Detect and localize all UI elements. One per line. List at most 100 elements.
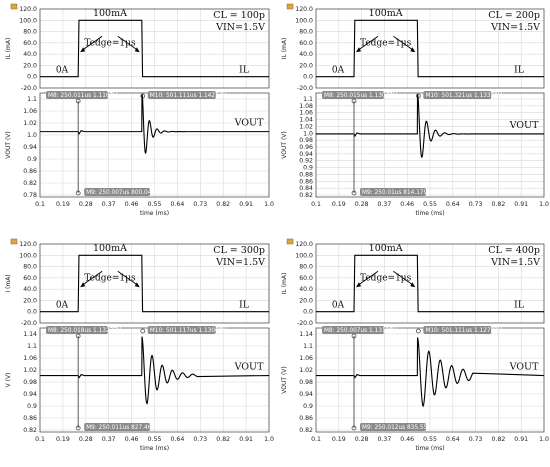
bottom-y-tick-label: 0.84 <box>299 185 313 192</box>
il-trace-label: IL <box>514 65 525 76</box>
bottom-y-tick-label: 1.02 <box>23 367 37 374</box>
top-y-axis-label: IL (mA) <box>281 38 288 60</box>
x-axis-label: time (ms) <box>140 210 169 217</box>
x-tick-label: 0.73 <box>469 436 483 443</box>
top-y-tick-label: 20.0 <box>299 62 313 69</box>
vout-trace-label: VOUT <box>234 362 264 373</box>
bottom-y-axis-label: VOUT (V) <box>281 131 288 158</box>
x-tick-label: 0.1 <box>35 201 45 208</box>
x-tick-label: 0.82 <box>492 201 506 208</box>
bottom-y-tick-label: 0.98 <box>299 379 313 386</box>
bottom-y-tick-label: 0.98 <box>299 137 313 144</box>
top-y-tick-label: 120.0 <box>295 241 313 248</box>
vout-trace <box>316 337 545 408</box>
top-plot-frame <box>39 8 270 89</box>
bottom-y-tick-label: 0.86 <box>23 415 37 422</box>
marker-m10-point <box>140 328 146 334</box>
marker-m8-point <box>75 98 81 104</box>
il-trace-label: IL <box>239 300 250 311</box>
vin-label: VIN=1.5V <box>490 22 540 33</box>
top-y-tick-label: -20.0 <box>297 320 313 327</box>
top-plot-frame <box>315 8 545 89</box>
marker-m8-badge <box>46 326 108 334</box>
chart-panel-2: 0.1 0.19 0.28 0.37 0.46 0.55 0.64 0.73 0.82 0.91 1… <box>281 3 549 217</box>
x-tick-label: 0.37 <box>102 201 116 208</box>
vin-label: VIN=1.5V <box>490 257 540 268</box>
x-tick-label: 0.91 <box>514 436 528 443</box>
chart-panel-1: 0.1 0.19 0.28 0.37 0.46 0.55 0.64 0.73 0.82 0.91 1… <box>5 3 274 217</box>
bottom-y-tick-label: 1.0 <box>27 132 37 139</box>
top-y-tick-label: 0.0 <box>27 309 37 316</box>
x-tick-label: 0.55 <box>148 201 162 208</box>
x-tick-label: 0.82 <box>492 436 506 443</box>
bottom-y-tick-label: 1.02 <box>23 120 37 127</box>
marker-m8-point <box>351 333 357 339</box>
x-tick-label: 0.64 <box>171 201 185 208</box>
top-plot-frame <box>39 243 270 324</box>
x-tick-label: 0.19 <box>56 201 70 208</box>
x-tick-label: 0.19 <box>56 436 70 443</box>
x-tick-label: 0.55 <box>148 436 162 443</box>
edge-arrow-fall <box>117 270 139 286</box>
edge-arrow-fall <box>117 35 139 51</box>
x-tick-label: 0.37 <box>378 201 392 208</box>
bottom-y-tick-label: 0.86 <box>23 168 37 175</box>
marker-m10-label: M10: 501.117us 1.13068V <box>150 328 227 334</box>
bottom-y-tick-label: 0.92 <box>299 158 313 165</box>
pulse-low-label: 0A <box>56 301 69 311</box>
top-y-axis-label: IL (mA) <box>5 38 12 60</box>
x-tick-label: 0.46 <box>125 201 139 208</box>
x-tick-label: 0.91 <box>514 201 528 208</box>
bottom-y-tick-label: 1.02 <box>299 367 313 374</box>
x-axis-label: time (ms) <box>415 445 444 452</box>
top-y-tick-label: 60.0 <box>23 40 37 47</box>
edge-arrowhead-rise <box>80 47 86 53</box>
tedge-label: Tedge=1µs <box>360 273 412 283</box>
bottom-y-tick-label: 1.0 <box>303 130 313 137</box>
x-tick-label: 0.55 <box>423 201 437 208</box>
x-tick-label: 0.28 <box>355 201 369 208</box>
x-tick-label: 0.1 <box>311 436 321 443</box>
marker-m10-badge <box>147 91 216 99</box>
tedge-label: Tedge=1µs <box>84 273 136 283</box>
marker-m9-badge <box>84 188 151 196</box>
x-tick-label: 0.91 <box>239 436 253 443</box>
cl-label: CL = 200p <box>488 10 540 21</box>
bottom-y-tick-label: 1.1 <box>27 96 37 103</box>
x-tick-label: 0.73 <box>469 201 483 208</box>
marker-m8-label: M8: 250.018us 1.13277V <box>48 328 121 334</box>
x-tick-label: 0.64 <box>446 436 460 443</box>
top-y-tick-label: 80.0 <box>23 264 37 271</box>
top-y-tick-label: 40.0 <box>23 286 37 293</box>
bottom-y-tick-label: 0.86 <box>299 178 313 185</box>
marker-m9-label: M9: 250.011us 827.461mV <box>86 425 165 431</box>
bottom-y-tick-label: 0.82 <box>23 180 37 187</box>
top-y-tick-label: 100.0 <box>295 252 313 259</box>
x-tick-label: 0.73 <box>193 436 207 443</box>
il-trace-label: IL <box>514 300 525 311</box>
top-y-tick-label: 20.0 <box>299 297 313 304</box>
top-y-tick-label: 0.0 <box>27 74 37 81</box>
x-tick-label: 0.82 <box>216 436 230 443</box>
x-tick-label: 0.55 <box>423 436 437 443</box>
top-y-tick-label: -20.0 <box>297 85 313 92</box>
marker-m10-badge <box>423 91 492 99</box>
marker-m10-label: M10: 501.111us 1.12782V <box>425 328 502 334</box>
vout-trace <box>40 93 269 154</box>
pulse-low-label: 0A <box>332 301 345 311</box>
top-plot-frame <box>315 243 545 324</box>
top-y-tick-label: 20.0 <box>23 62 37 69</box>
bottom-y-axis-label: VOUT (V) <box>281 366 288 393</box>
marker-m9-point <box>75 190 81 196</box>
pulse-low-label: 0A <box>332 66 345 76</box>
top-y-tick-label: 80.0 <box>23 29 37 36</box>
x-tick-label: 0.28 <box>79 436 93 443</box>
il-pulse-trace <box>316 19 544 78</box>
marker-m9-label: M9: 250.01us 814.179mV <box>362 190 437 196</box>
edge-arrow-rise <box>357 270 379 286</box>
edge-arrowhead-fall <box>410 282 416 288</box>
marker-m9-label: M9: 250.007us 800.04mV <box>86 190 161 196</box>
marker-m10-badge <box>147 326 216 334</box>
top-y-tick-label: 120.0 <box>19 6 37 13</box>
top-y-tick-label: 40.0 <box>23 51 37 58</box>
